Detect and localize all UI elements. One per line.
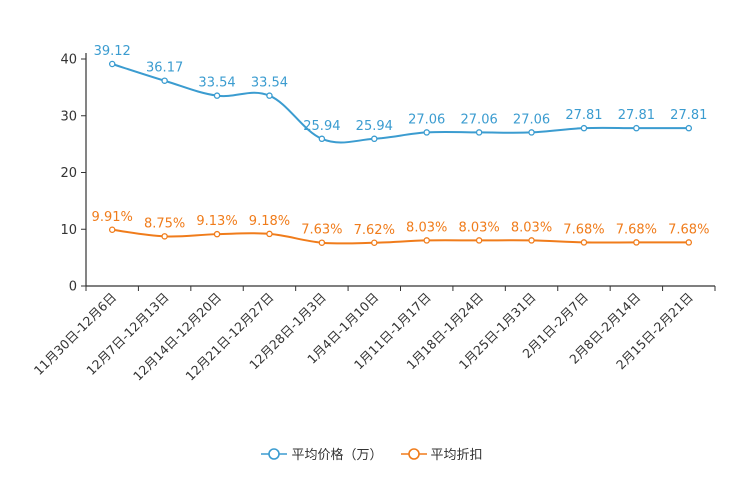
- legend-label-price: 平均价格（万）: [291, 448, 383, 463]
- data-point[interactable]: [213, 92, 221, 99]
- data-point[interactable]: [371, 239, 378, 247]
- data-point[interactable]: [423, 237, 430, 244]
- series-discount: 9.91% 8.75% 9.13% 9.18% 7.63% 7.62% 8.03% 8.03%…: [92, 210, 709, 247]
- data-label: 7.63%: [301, 223, 342, 238]
- data-label: 9.13%: [196, 214, 237, 229]
- legend-line-marker-icon: [261, 447, 288, 460]
- series-line: [112, 228, 689, 245]
- data-label: 27.81: [565, 108, 602, 123]
- axes: 01020304011月30日-12月6日12月7日-12月13日12月14日-…: [31, 53, 716, 384]
- y-tick-label: 10: [60, 223, 77, 238]
- data-point[interactable]: [528, 237, 535, 244]
- data-point[interactable]: [161, 233, 168, 240]
- data-point[interactable]: [685, 124, 693, 132]
- data-label: 7.68%: [668, 222, 709, 237]
- data-point[interactable]: [685, 239, 693, 246]
- data-label: 27.06: [408, 112, 445, 127]
- data-label: 27.06: [513, 112, 550, 127]
- data-point[interactable]: [318, 135, 326, 143]
- data-point[interactable]: [475, 129, 483, 136]
- data-label: 7.68%: [616, 222, 657, 237]
- data-point[interactable]: [580, 239, 588, 246]
- data-point[interactable]: [528, 129, 535, 136]
- x-category-label: 12月21日-12月27日: [182, 290, 276, 384]
- x-category-label: 12月14日-12月20日: [130, 290, 224, 384]
- data-label: 36.17: [146, 61, 183, 76]
- data-label: 25.94: [303, 119, 340, 134]
- legend-item-discount[interactable]: 平均折扣: [400, 444, 483, 463]
- data-point[interactable]: [108, 226, 116, 234]
- data-label: 9.91%: [92, 210, 133, 225]
- data-point[interactable]: [213, 230, 221, 238]
- data-point[interactable]: [580, 124, 588, 132]
- data-point[interactable]: [475, 237, 483, 244]
- data-label: 33.54: [198, 76, 235, 91]
- data-point[interactable]: [318, 239, 326, 246]
- data-label: 7.68%: [563, 222, 604, 237]
- data-label: 25.94: [356, 119, 393, 134]
- data-label: 33.54: [251, 76, 288, 91]
- series-line: [111, 63, 689, 144]
- data-point[interactable]: [423, 129, 430, 136]
- data-point[interactable]: [161, 77, 168, 84]
- data-point[interactable]: [266, 92, 273, 99]
- data-label: 27.81: [618, 108, 655, 123]
- data-label: 8.75%: [144, 216, 185, 231]
- data-point[interactable]: [266, 230, 273, 238]
- series-price: 39.12 36.17 33.54 33.54 25.94 25.94 27.06 27.06…: [94, 44, 707, 144]
- legend-label-discount: 平均折扣: [430, 448, 483, 463]
- data-point[interactable]: [108, 60, 116, 68]
- data-point[interactable]: [633, 239, 640, 246]
- y-tick-label: 30: [60, 109, 77, 124]
- series-layer: 39.12 36.17 33.54 33.54 25.94 25.94 27.06 27.06…: [92, 44, 709, 247]
- data-label: 27.06: [461, 112, 498, 127]
- legend-item-price[interactable]: 平均价格（万）: [261, 444, 383, 463]
- data-label: 27.81: [670, 108, 707, 123]
- data-point[interactable]: [633, 124, 640, 132]
- legend: 平均价格（万） 平均折扣: [0, 444, 744, 463]
- data-label: 9.18%: [249, 214, 290, 229]
- y-tick-label: 40: [60, 53, 77, 68]
- data-label: 8.03%: [406, 220, 447, 235]
- legend-line-marker-icon: [400, 447, 427, 460]
- y-tick-label: 0: [69, 280, 77, 295]
- y-tick-label: 20: [60, 166, 77, 181]
- data-label: 8.03%: [458, 220, 499, 235]
- data-label: 8.03%: [511, 220, 552, 235]
- data-label: 39.12: [94, 44, 131, 59]
- data-point[interactable]: [371, 135, 378, 143]
- data-label: 7.62%: [354, 223, 395, 238]
